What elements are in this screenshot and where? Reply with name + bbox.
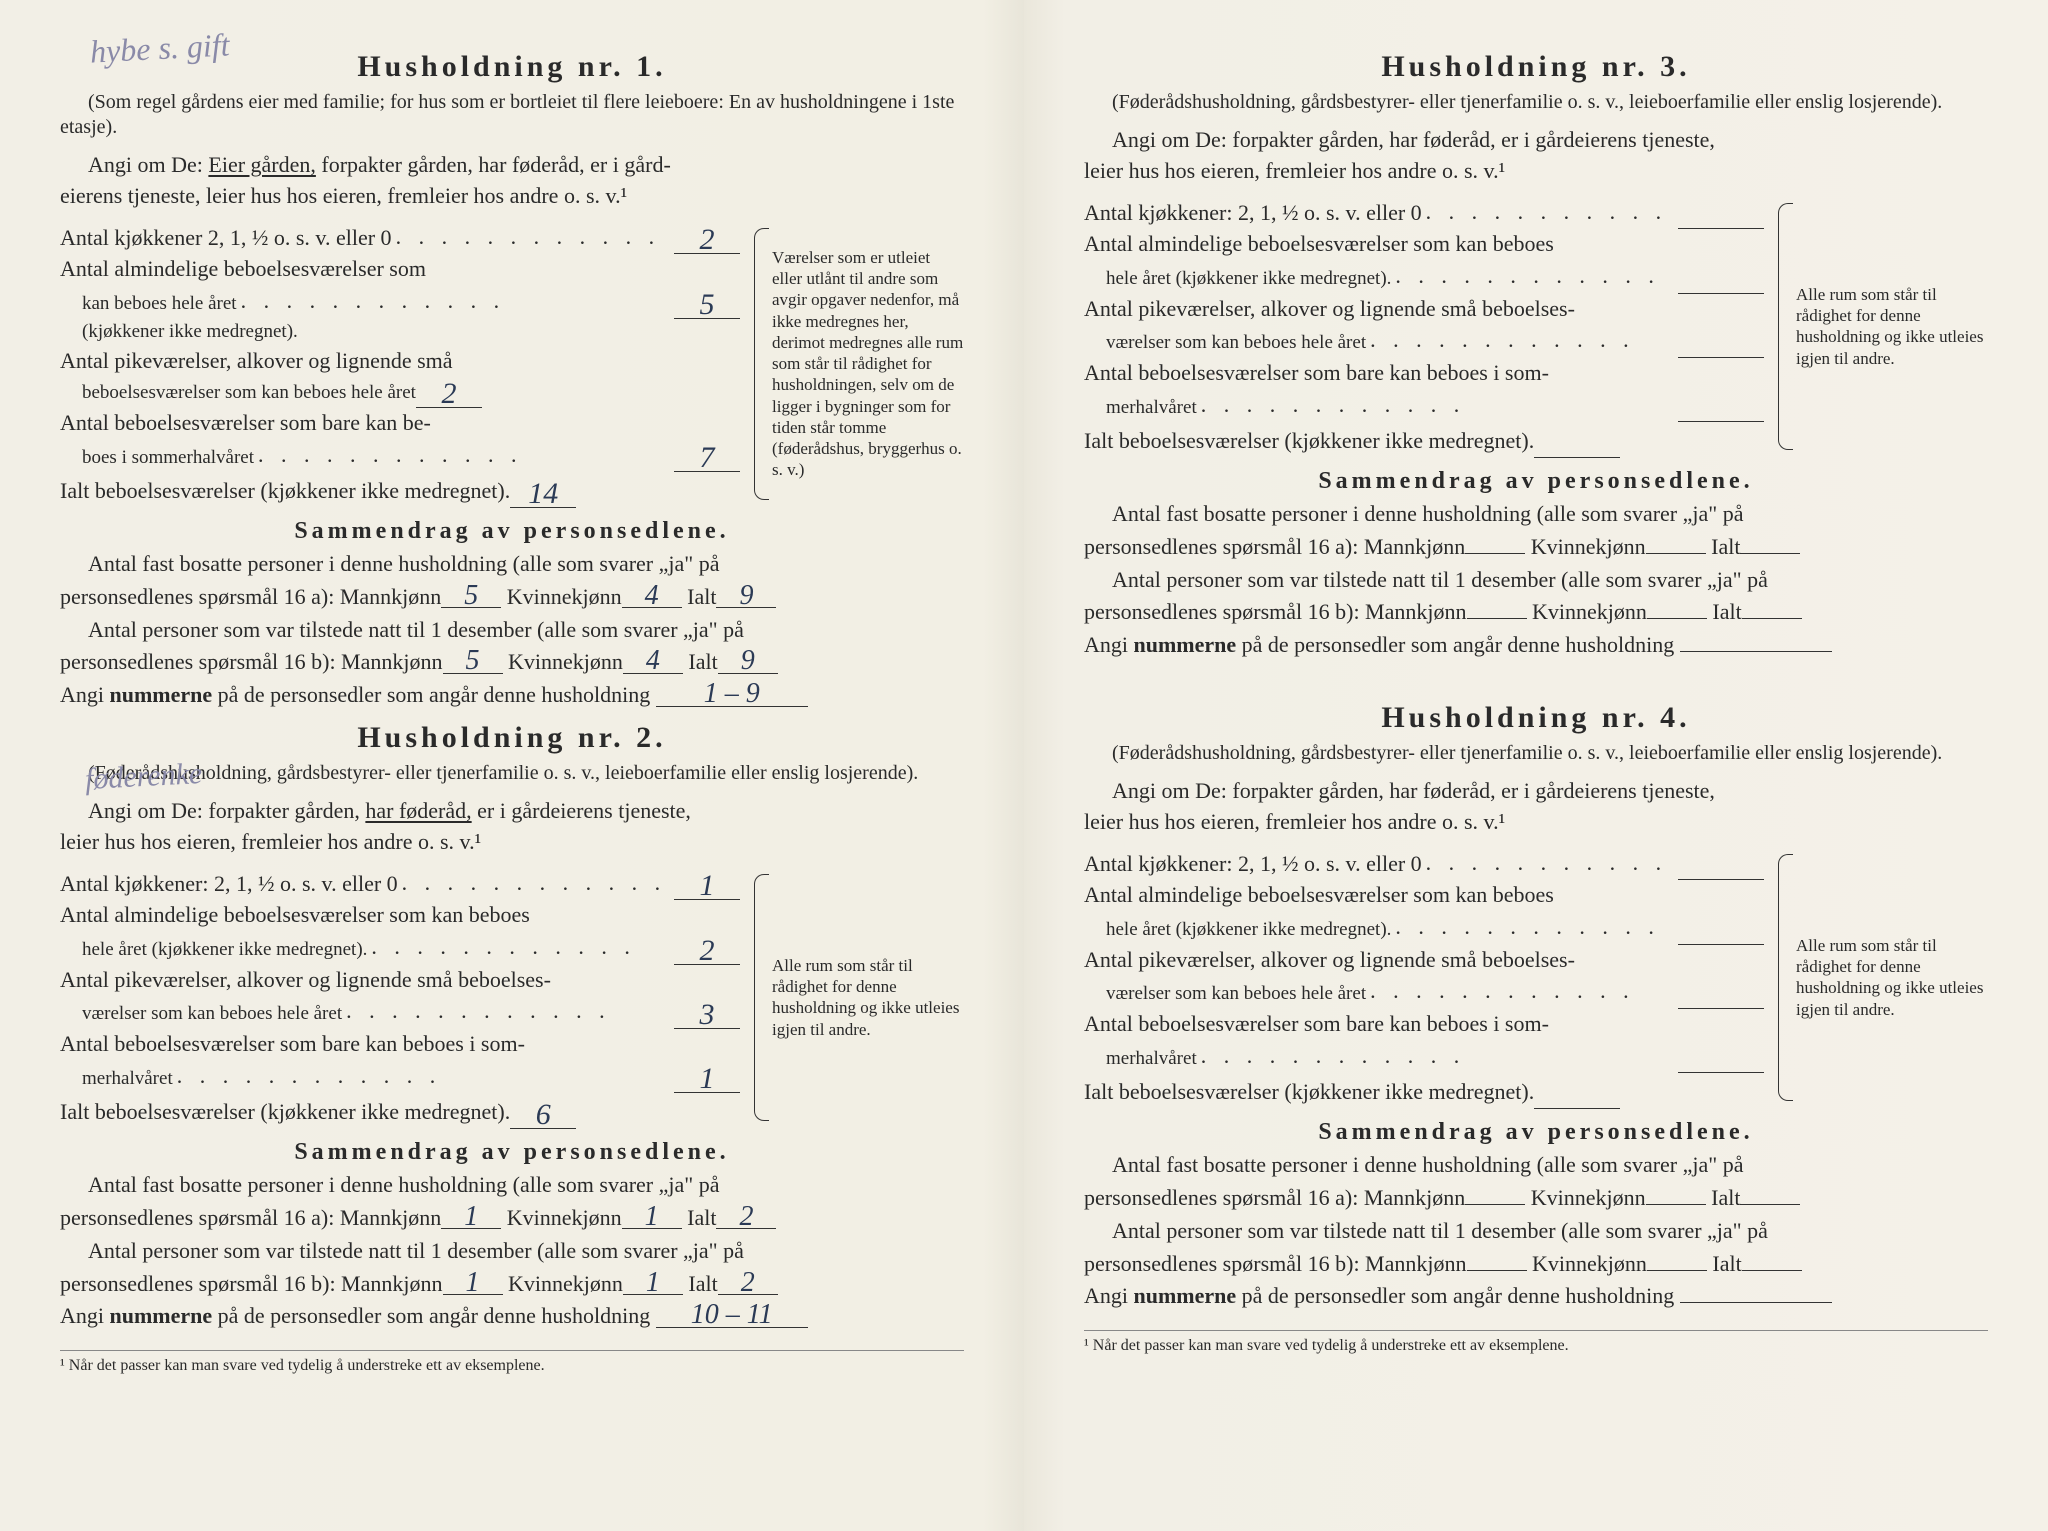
h3-ialt-a [1740, 553, 1800, 554]
h2-mann-a: 1 [441, 1206, 501, 1229]
h1-brace-note: Værelser som er utleiet eller utlånt til… [754, 222, 964, 506]
h1-ialt-b: 9 [718, 650, 778, 673]
h3-ialt-value [1534, 457, 1620, 458]
h3-sammendrag-title: Sammendrag av personsedlene. [1084, 468, 1988, 495]
h4-ialt-b [1742, 1270, 1802, 1271]
h3-pike-value [1678, 357, 1764, 358]
h4-sammendrag-title: Sammendrag av personsedlene. [1084, 1119, 1988, 1146]
h2-sammendrag-title: Sammendrag av personsedlene. [60, 1139, 964, 1166]
household-3-title: Husholdning nr. 3. [1084, 50, 1988, 84]
h1-fast-bosatte: Antal fast bosatte personer i denne hush… [60, 549, 964, 580]
h2-ialt-a: 2 [716, 1206, 776, 1229]
household-4-rooms-block: Antal kjøkkener: 2, 1, ½ o. s. v. eller … [1084, 848, 1988, 1108]
h1-ialt-a: 9 [716, 585, 776, 608]
h4-brace-note: Alle rum som står til rådighet for denne… [1778, 848, 1988, 1108]
h4-pike-value [1678, 1008, 1764, 1009]
household-2-angi: Angi om De: forpakter gården, har føderå… [60, 796, 964, 858]
h2-sommer-value: 1 [674, 1065, 740, 1093]
household-4-title: Husholdning nr. 4. [1084, 701, 1988, 735]
h3-mann-b [1467, 618, 1527, 619]
h4-kvinne-b [1647, 1270, 1707, 1271]
h4-sommer-value [1678, 1072, 1764, 1073]
h3-sommer-value [1678, 421, 1764, 422]
h1-pike-value: 2 [416, 380, 482, 408]
h2-brace-note: Alle rum som står til rådighet for denne… [754, 868, 964, 1128]
h1-sammendrag-title: Sammendrag av personsedlene. [60, 518, 964, 545]
h3-mann-a [1465, 553, 1525, 554]
pencil-annotation-1: hybe s. gift [89, 26, 230, 70]
h4-alm-value [1678, 944, 1764, 945]
census-form-spread: hybe s. gift Husholdning nr. 1. (Som reg… [0, 0, 2048, 1531]
h2-kvinne-a: 1 [622, 1206, 682, 1229]
household-2-rooms-block: Antal kjøkkener: 2, 1, ½ o. s. v. eller … [60, 868, 964, 1128]
h3-numre [1680, 651, 1832, 652]
h3-alm-value [1678, 293, 1764, 294]
household-1-angi: Angi om De: Eier gården, forpakter gårde… [60, 150, 964, 212]
h1-mann-b: 5 [443, 650, 503, 673]
footnote-right: ¹ Når det passer kan man svare ved tydel… [1084, 1330, 1988, 1355]
h2-ialt-value: 6 [510, 1101, 576, 1129]
right-page: Husholdning nr. 3. (Føderådshusholdning,… [1024, 0, 2048, 1531]
household-1-subnote: (Som regel gårdens eier med familie; for… [60, 90, 964, 140]
household-4-subnote: (Føderådshusholdning, gårdsbestyrer- ell… [1084, 741, 1988, 766]
h2-pike-value: 3 [674, 1001, 740, 1029]
household-3-rooms-block: Antal kjøkkener: 2, 1, ½ o. s. v. eller … [1084, 197, 1988, 457]
h1-kvinne-b: 4 [623, 650, 683, 673]
household-3-subnote: (Føderådshusholdning, gårdsbestyrer- ell… [1084, 90, 1988, 115]
h3-kvinne-a [1646, 553, 1706, 554]
h4-mann-b [1467, 1270, 1527, 1271]
h2-kjokkener-value: 1 [674, 872, 740, 900]
h2-alm-value: 2 [674, 937, 740, 965]
underlined-har-foderad: har føderåd, [365, 798, 471, 823]
h1-sommer-value: 7 [674, 444, 740, 472]
h1-kvinne-a: 4 [622, 585, 682, 608]
h2-mann-b: 1 [443, 1272, 503, 1295]
household-3-angi: Angi om De: forpakter gården, har føderå… [1084, 125, 1988, 187]
h3-kvinne-b [1647, 618, 1707, 619]
left-page: hybe s. gift Husholdning nr. 1. (Som reg… [0, 0, 1024, 1531]
h3-kjokkener-value [1678, 228, 1764, 229]
h1-numre: 1 – 9 [656, 683, 808, 706]
h1-alm-value: 5 [674, 291, 740, 319]
h4-ialt-a [1740, 1204, 1800, 1205]
h3-brace-note: Alle rum som står til rådighet for denne… [1778, 197, 1988, 457]
underlined-eier-garden: Eier gården, [208, 152, 316, 177]
h3-ialt-b [1742, 618, 1802, 619]
household-4-angi: Angi om De: forpakter gården, har føderå… [1084, 776, 1988, 838]
pencil-annotation-2: føderenke [84, 757, 203, 797]
h4-kvinne-a [1646, 1204, 1706, 1205]
h1-tilstede: Antal personer som var tilstede natt til… [60, 615, 964, 646]
household-1-rooms-block: Antal kjøkkener 2, 1, ½ o. s. v. eller 0… [60, 222, 964, 506]
h1-mann-a: 5 [441, 585, 501, 608]
h4-numre [1680, 1302, 1832, 1303]
footnote-left: ¹ Når det passer kan man svare ved tydel… [60, 1350, 964, 1375]
household-2-title: Husholdning nr. 2. [60, 721, 964, 755]
h2-numre: 10 – 11 [656, 1304, 808, 1327]
h1-kjokkener-value: 2 [674, 226, 740, 254]
h4-ialt-value [1534, 1108, 1620, 1109]
h1-ialt-value: 14 [510, 480, 576, 508]
h2-ialt-b: 2 [718, 1272, 778, 1295]
h2-kvinne-b: 1 [623, 1272, 683, 1295]
h4-mann-a [1465, 1204, 1525, 1205]
h4-kjokkener-value [1678, 879, 1764, 880]
